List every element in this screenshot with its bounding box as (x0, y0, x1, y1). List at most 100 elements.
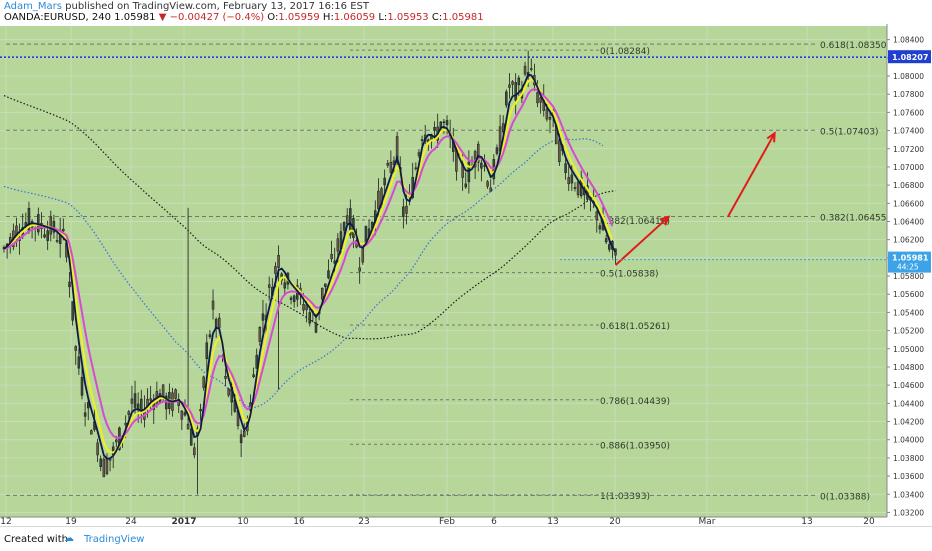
arrow-shaft (614, 216, 670, 266)
candle-body (161, 384, 165, 398)
candle-body (508, 84, 511, 88)
low-value: 1.05953 (387, 12, 429, 23)
time-tick-label: 13 (801, 517, 812, 526)
time-tick-label: 2017 (171, 517, 196, 526)
candle-body (558, 140, 561, 162)
open-value: 1.05959 (278, 12, 320, 23)
candle-body (105, 458, 109, 474)
candle-body (480, 162, 483, 169)
time-axis[interactable]: 12 19 24 2017 10 16 23 Feb 6 13 20 Mar 13 20 (0, 516, 887, 526)
fib-label: 0(1.08284) (600, 47, 650, 57)
candle-body (608, 244, 611, 250)
price-tick-label: 1.08000 (893, 72, 924, 81)
arrow-head (766, 131, 776, 143)
candle-body (267, 284, 271, 288)
candle-body (402, 206, 405, 217)
candle-body (289, 297, 293, 300)
candle-body (224, 376, 227, 379)
time-tick-label: 20 (863, 517, 875, 526)
candle-body (395, 136, 399, 163)
fib-label: 0.886(1.03950) (600, 441, 670, 451)
candle-body (489, 187, 492, 192)
price-tick-label: 1.07000 (893, 163, 924, 172)
fib-label: 1(1.03393) (600, 492, 650, 502)
candle-body (261, 313, 265, 321)
level-badge (888, 50, 931, 64)
candle-body (517, 77, 521, 86)
tradingview-logo-icon: ☁ (64, 533, 74, 544)
candle-body (258, 327, 262, 342)
candle-body (548, 116, 552, 120)
candle-body (199, 409, 202, 412)
price-chart[interactable]: 0(1.08284) 0.382(1.06416) 0.5(1.05838) 0.61… (0, 24, 932, 526)
time-tick-label: 13 (547, 517, 558, 526)
countdown-text: 44:25 (897, 263, 919, 272)
candle-body (211, 300, 215, 310)
candle-body (345, 215, 349, 224)
candle-body (420, 139, 424, 141)
price-tick-label: 1.04600 (893, 381, 924, 390)
candle-body (573, 187, 577, 189)
ema-yellow (3, 78, 614, 454)
plot-area[interactable] (0, 26, 887, 517)
candle-body (405, 205, 408, 214)
price-tick-label: 1.05600 (893, 290, 924, 299)
candle-body (149, 398, 152, 401)
last-price: 1.05981 (114, 12, 156, 23)
time-tick-label: 23 (358, 517, 369, 526)
fib-label: 0(1.03388) (820, 492, 870, 502)
price-tick-label: 1.05800 (893, 272, 924, 281)
published-text: published on TradingView.com, February 1… (65, 1, 369, 12)
fib-label: 0.618(1.08350) (820, 41, 890, 51)
grid-lines (0, 26, 887, 517)
candle-body (99, 458, 102, 468)
candle-body (96, 442, 99, 456)
candle-body (598, 225, 602, 230)
candle-body (536, 92, 539, 104)
candle-body (71, 301, 74, 321)
candle-body (189, 428, 193, 446)
candle-body (442, 121, 446, 124)
time-tick-label: 24 (125, 517, 137, 526)
price-tick-label: 1.08400 (893, 36, 924, 45)
candle-body (327, 270, 330, 279)
candle-body (383, 177, 386, 186)
candle-body (80, 376, 84, 396)
fib-label: 0.5(1.07403) (820, 127, 879, 137)
candle-body (127, 411, 131, 415)
candle-body (205, 342, 209, 360)
candle-body (349, 208, 352, 236)
candle-body (186, 423, 190, 430)
arrow-head (659, 215, 671, 226)
price-axis-bg (887, 24, 932, 526)
tradingview-brand[interactable]: TradingView (84, 534, 145, 545)
down-triangle-icon: ▼ (158, 12, 167, 23)
price-tick-label: 1.04000 (893, 436, 924, 445)
candle-body (530, 68, 533, 70)
candle-body (445, 120, 449, 125)
candle-body (464, 183, 468, 188)
time-tick-label: 6 (491, 517, 497, 526)
author-link[interactable]: Adam_Mars (4, 1, 62, 12)
fib-label: 0.618(1.05261) (600, 322, 670, 332)
candle-body (283, 282, 287, 289)
ema-yellow-line (3, 78, 614, 454)
candle-body (564, 163, 567, 173)
price-tick-label: 1.06800 (893, 181, 924, 190)
price-tick-label: 1.07800 (893, 90, 924, 99)
price-change: −0.00427 (−0.4%) (169, 12, 265, 23)
price-tick-label: 1.07200 (893, 145, 924, 154)
chart-header: Adam_Mars published on TradingView.com, … (0, 0, 932, 24)
candle-body (505, 91, 508, 106)
high-label: H: (322, 12, 334, 23)
price-axis[interactable]: 1.084001.082001.080001.078001.076001.074… (886, 24, 932, 526)
time-tick-label: Mar (699, 517, 716, 526)
time-tick-label: 19 (65, 517, 77, 526)
candle-body (274, 266, 277, 274)
sma-mid-dotted (3, 138, 604, 409)
price-tick-label: 1.06400 (893, 217, 924, 226)
price-tick-label: 1.07400 (893, 127, 924, 136)
last-price-badge (888, 251, 931, 273)
candle-body (252, 374, 255, 377)
candle-body (567, 177, 570, 185)
